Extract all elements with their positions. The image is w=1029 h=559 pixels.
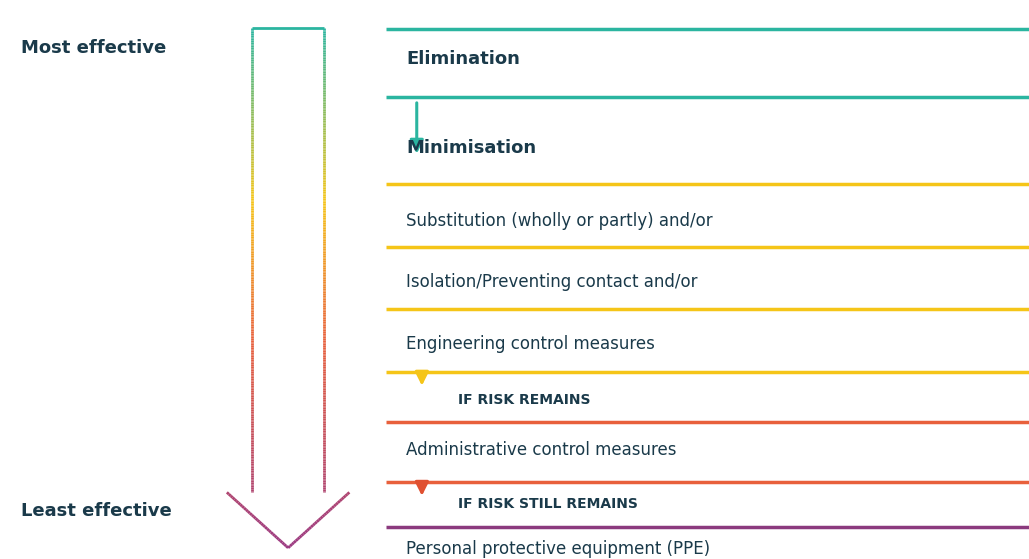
Text: Least effective: Least effective	[21, 502, 172, 520]
Text: Administrative control measures: Administrative control measures	[406, 441, 677, 459]
Text: IF RISK REMAINS: IF RISK REMAINS	[458, 392, 591, 407]
Text: Elimination: Elimination	[406, 50, 521, 68]
Text: Engineering control measures: Engineering control measures	[406, 335, 655, 353]
Text: Minimisation: Minimisation	[406, 139, 536, 157]
Text: Isolation/Preventing contact and/or: Isolation/Preventing contact and/or	[406, 273, 698, 291]
Text: IF RISK STILL REMAINS: IF RISK STILL REMAINS	[458, 497, 638, 511]
Text: Substitution (wholly or partly) and/or: Substitution (wholly or partly) and/or	[406, 212, 713, 230]
Text: Most effective: Most effective	[21, 39, 166, 57]
Text: Personal protective equipment (PPE): Personal protective equipment (PPE)	[406, 540, 711, 558]
